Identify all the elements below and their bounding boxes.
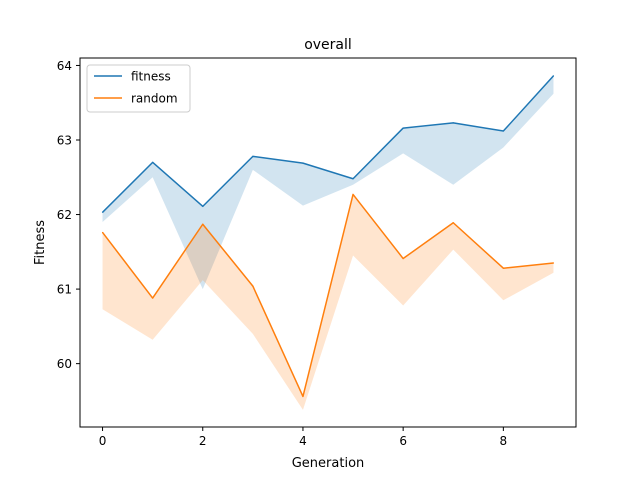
band-series-0 xyxy=(102,75,554,290)
line-series-0 xyxy=(102,75,555,213)
y-tick-label: 61 xyxy=(57,283,72,297)
point-series-1 xyxy=(302,395,304,398)
point-series-1 xyxy=(152,297,154,299)
point-series-1 xyxy=(552,262,555,264)
plot-frame xyxy=(79,57,577,428)
point-series-0 xyxy=(302,162,304,164)
band-series-1 xyxy=(102,194,554,410)
legend: fitness random xyxy=(86,64,191,113)
point-series-0 xyxy=(252,155,254,157)
x-axis-label: Generation xyxy=(292,456,365,471)
point-series-1 xyxy=(502,267,504,269)
y-tick-label: 62 xyxy=(57,208,72,222)
x-tick-label: 4 xyxy=(299,434,307,448)
y-tick-label: 64 xyxy=(57,59,72,73)
point-series-0 xyxy=(352,178,354,180)
point-series-1 xyxy=(402,257,404,260)
y-axis-label: Fitness xyxy=(33,220,48,265)
x-axis: 0 2 4 6 8 xyxy=(99,427,507,448)
x-tick-label: 6 xyxy=(399,434,407,448)
x-tick-label: 2 xyxy=(199,434,207,448)
y-axis: 60 61 62 63 64 xyxy=(57,59,80,371)
legend-label-0: fitness xyxy=(131,70,171,84)
point-series-0 xyxy=(202,205,204,207)
plot-area xyxy=(101,75,555,410)
point-series-0 xyxy=(101,211,104,213)
line-series-1 xyxy=(101,193,554,398)
point-series-0 xyxy=(502,130,504,132)
y-tick-label: 63 xyxy=(57,134,72,148)
point-series-0 xyxy=(152,161,154,163)
point-series-1 xyxy=(452,222,454,224)
point-series-1 xyxy=(252,285,254,287)
point-series-0 xyxy=(552,75,555,77)
point-series-1 xyxy=(202,223,204,225)
point-series-1 xyxy=(352,193,354,196)
y-tick-label: 60 xyxy=(57,357,72,371)
x-tick-label: 8 xyxy=(500,434,508,448)
point-series-0 xyxy=(452,122,454,124)
legend-label-1: random xyxy=(131,92,178,106)
x-tick-label: 0 xyxy=(99,434,107,448)
point-series-1 xyxy=(101,231,104,234)
point-series-0 xyxy=(402,127,404,129)
chart-title: overall xyxy=(304,37,352,53)
